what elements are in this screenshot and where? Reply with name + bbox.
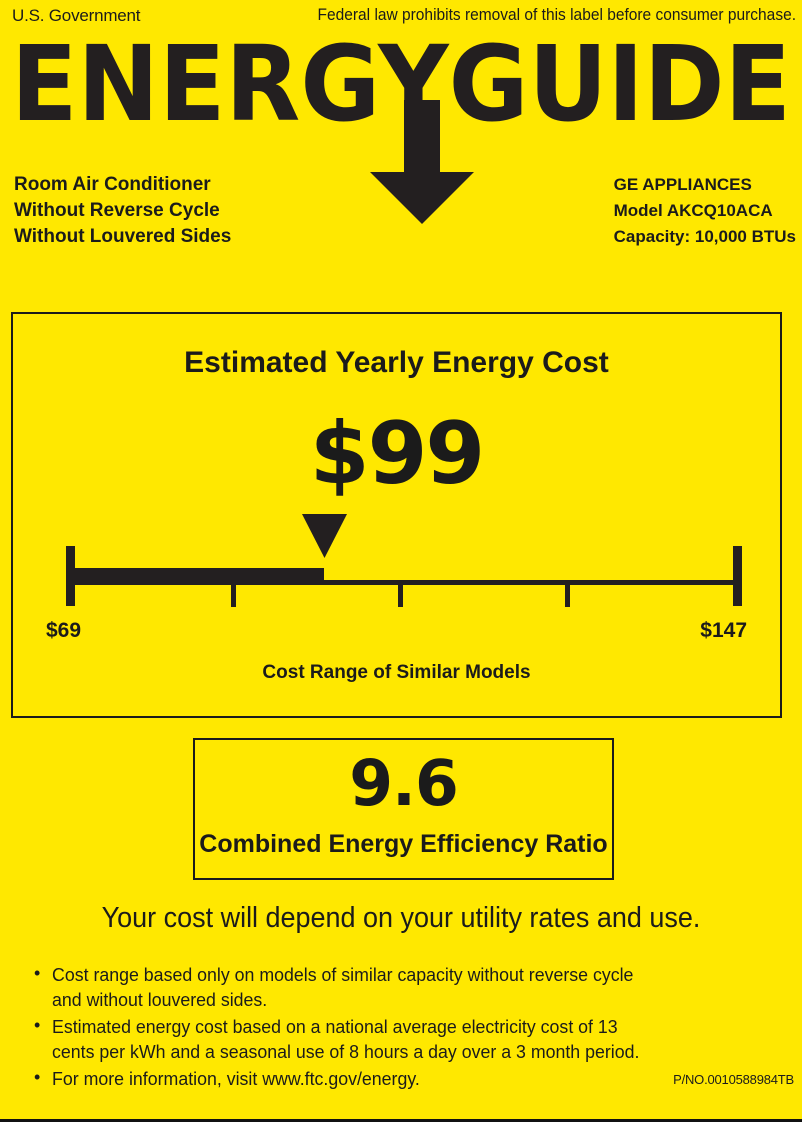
down-arrow-icon — [370, 100, 474, 224]
cost-range-scale-graphic — [66, 514, 742, 607]
scale-left-endcap — [66, 546, 75, 606]
footnote-item: • For more information, visit www.ftc.go… — [30, 1066, 690, 1091]
bullet-icon: • — [34, 963, 41, 983]
manufacturer-block: GE APPLIANCES Model AKCQ10ACA Capacity: … — [614, 172, 796, 250]
footnote-line: cents per kWh and a seasonal use of 8 ho… — [52, 1041, 640, 1062]
footnote-item: • Estimated energy cost based on a natio… — [30, 1014, 690, 1064]
product-type-line-3: Without Louvered Sides — [14, 226, 232, 247]
cost-range-scale — [13, 510, 784, 640]
cost-range-low-label: $69 — [46, 619, 82, 642]
estimated-yearly-cost-amount: $99 — [309, 404, 486, 504]
footnote-line: and without louvered sides. — [52, 989, 268, 1010]
footnote-item: • Cost range based only on models of sim… — [30, 962, 690, 1012]
bullet-icon: • — [34, 1067, 41, 1087]
scale-filled-bar — [71, 568, 324, 585]
bullet-icon: • — [34, 1015, 41, 1035]
brand-name: GE APPLIANCES — [613, 175, 752, 194]
cost-range-caption: Cost Range of Similar Models — [262, 662, 531, 683]
ceer-box: 9.6 Combined Energy Efficiency Ratio — [193, 738, 614, 880]
ceer-value: 9.6 — [349, 747, 459, 820]
part-number: P/NO.0010588984TB — [673, 1072, 794, 1087]
cost-disclaimer-tagline: Your cost will depend on your utility ra… — [101, 902, 701, 934]
footnotes-list: • Cost range based only on models of sim… — [30, 962, 690, 1093]
estimated-yearly-cost-box: Estimated Yearly Energy Cost $99 $69 — [11, 312, 782, 718]
product-type-block: Room Air Conditioner Without Reverse Cyc… — [14, 172, 231, 250]
energyguide-wordmark-area: ENERGYGUIDE — [0, 38, 802, 224]
footnote-line: Estimated energy cost based on a nationa… — [52, 1016, 618, 1037]
label-header: U.S. Government Federal law prohibits re… — [0, 6, 802, 32]
capacity: Capacity: 10,000 BTUs — [613, 227, 796, 246]
scale-tick — [565, 585, 570, 607]
scale-tick — [231, 585, 236, 607]
energyguide-wordmark-text: ENERGYGUIDE — [11, 38, 791, 138]
energyguide-wordmark: ENERGYGUIDE — [11, 38, 791, 138]
estimated-yearly-cost-title: Estimated Yearly Energy Cost — [184, 346, 609, 379]
scale-tick — [398, 585, 403, 607]
us-government-text: U.S. Government — [12, 6, 141, 25]
footnote-line: Cost range based only on models of simil… — [52, 964, 634, 985]
cost-marker-triangle — [302, 514, 347, 558]
federal-law-notice: Federal law prohibits removal of this la… — [317, 6, 796, 24]
scale-right-endcap — [733, 546, 742, 606]
footnote-link-line[interactable]: For more information, visit www.ftc.gov/… — [52, 1068, 420, 1089]
model-number: Model AKCQ10ACA — [613, 201, 773, 220]
product-type-line-1: Room Air Conditioner — [14, 174, 211, 195]
scale-baseline — [71, 580, 738, 585]
product-type-line-2: Without Reverse Cycle — [14, 200, 220, 221]
ceer-label: Combined Energy Efficiency Ratio — [199, 830, 608, 858]
cost-range-high-label: $147 — [700, 619, 747, 642]
